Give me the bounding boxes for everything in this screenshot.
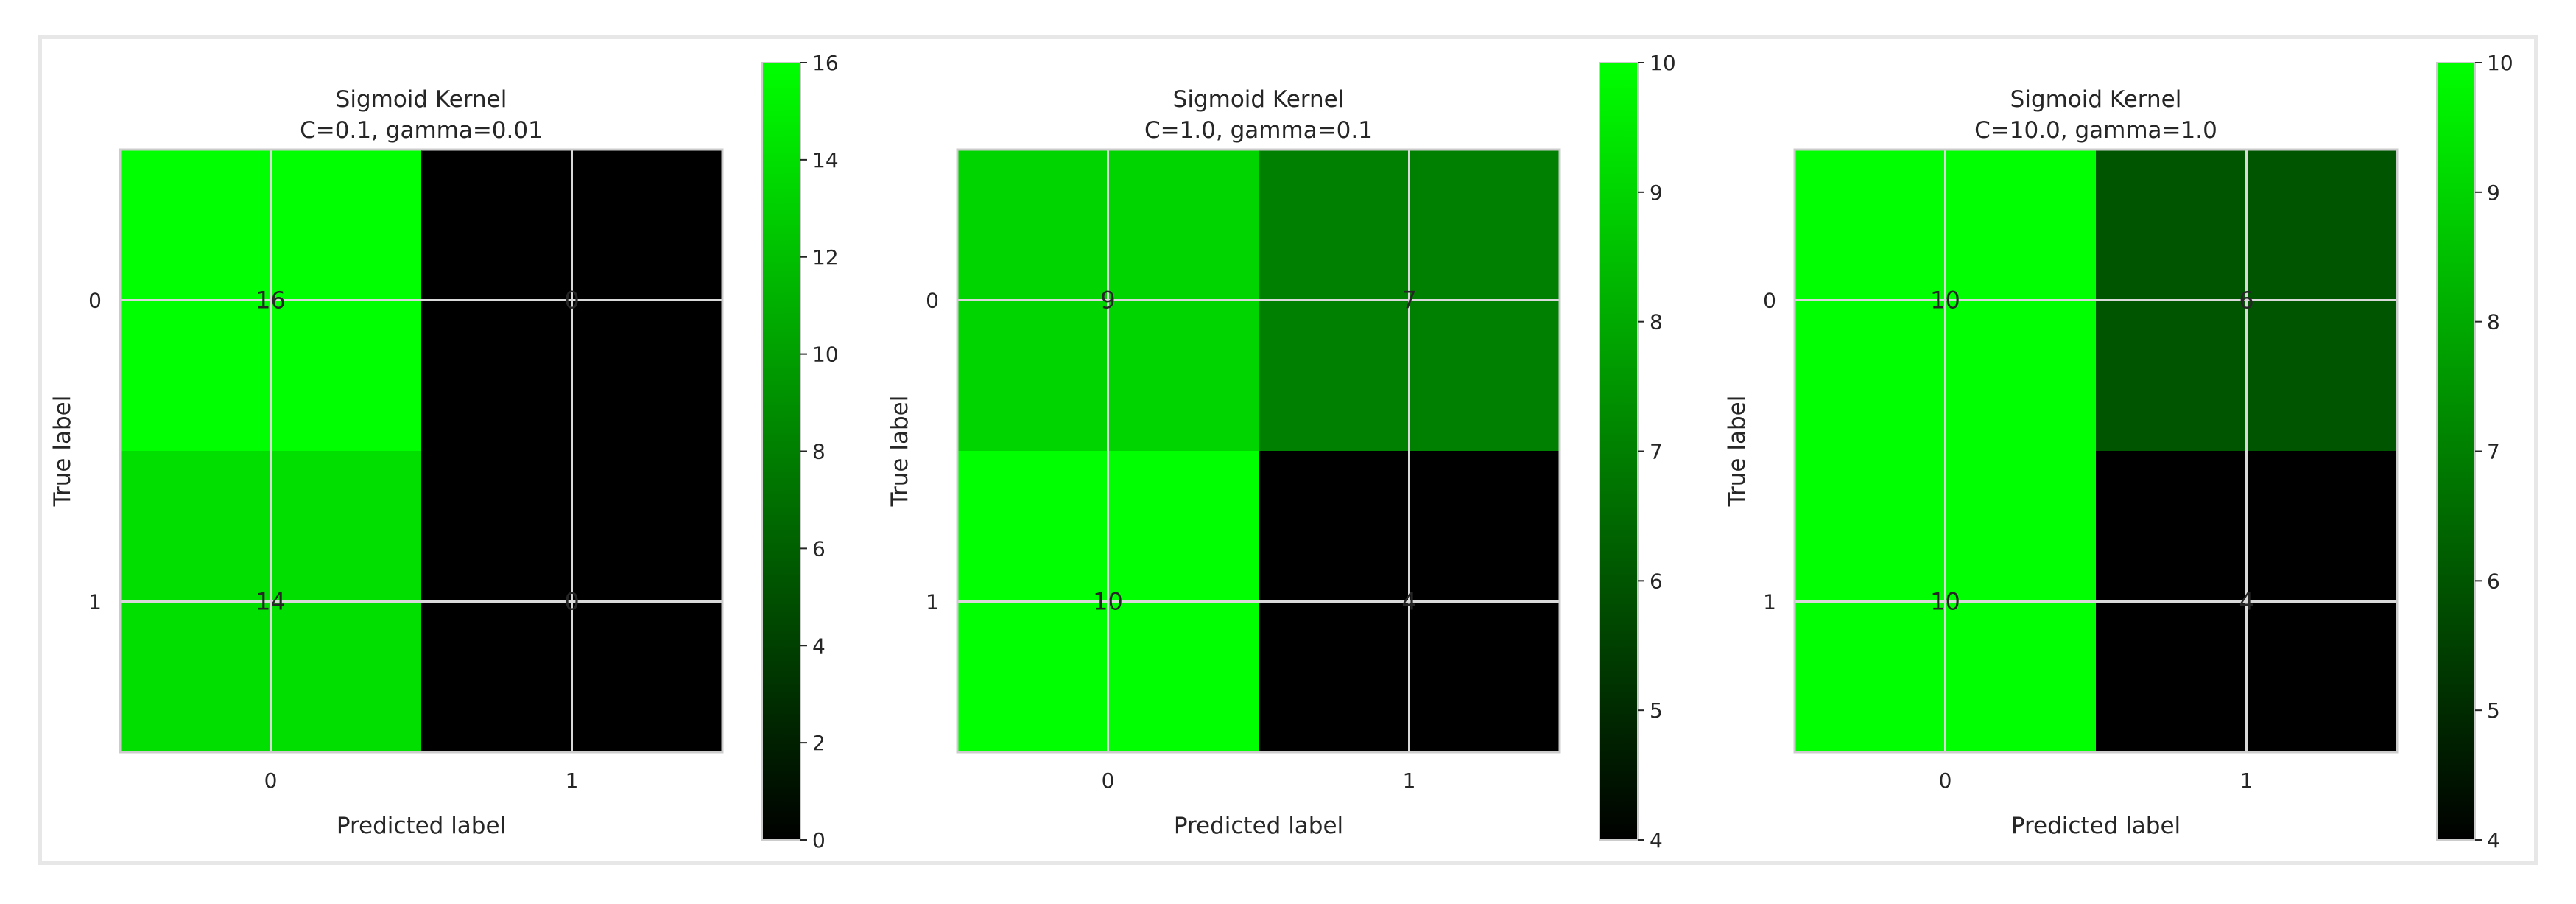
colorbar [2436, 62, 2476, 841]
x-axis-label: Predicted label [1174, 813, 1343, 839]
cell-value-label: 4 [2239, 588, 2253, 616]
y-tick-label: 1 [926, 590, 939, 614]
colorbar-tick-label: 7 [2487, 440, 2500, 464]
colorbar-tick-label: 8 [812, 440, 826, 464]
cell-value-label: 9 [1100, 287, 1115, 315]
colorbar [1599, 62, 1639, 841]
x-tick-label: 1 [2240, 768, 2253, 793]
y-tick-label: 1 [1763, 590, 1776, 614]
colorbar-tick-label: 8 [2487, 310, 2500, 334]
x-tick-label: 0 [1102, 768, 1115, 793]
y-tick-label: 1 [88, 590, 102, 614]
y-tick-label: 0 [1763, 289, 1776, 313]
chart-title-line-2: C=10.0, gamma=1.0 [1974, 117, 2217, 144]
chart-title-line-1: Sigmoid Kernel [336, 86, 507, 113]
colorbar-tick-label: 6 [2487, 569, 2500, 593]
y-axis-label: True label [49, 396, 76, 508]
chart-title-line-2: C=1.0, gamma=0.1 [1144, 117, 1373, 144]
colorbar-tick-label: 8 [1650, 310, 1663, 334]
colorbar-tick-label: 16 [812, 51, 839, 75]
colorbar-tick-label: 4 [812, 634, 826, 658]
colorbar-tick-label: 4 [1650, 828, 1663, 852]
cell-value-label: 4 [1401, 588, 1416, 616]
colorbar-tick-label: 12 [812, 245, 839, 270]
y-axis-label: True label [1724, 396, 1750, 508]
cell-value-label: 14 [256, 588, 286, 616]
x-tick-label: 1 [566, 768, 579, 793]
heatmap-border [956, 148, 1561, 754]
cell-value-label: 10 [1930, 287, 1960, 315]
y-tick-label: 0 [926, 289, 939, 313]
colorbar-tick-label: 10 [2487, 51, 2513, 75]
colorbar-tick-label: 4 [2487, 828, 2500, 852]
colorbar-tick-label: 10 [1650, 51, 1676, 75]
colorbar-tick-label: 2 [812, 731, 826, 755]
colorbar-tick-label: 7 [1650, 440, 1663, 464]
heatmap-border [119, 148, 724, 754]
cell-value-label: 16 [256, 287, 286, 315]
colorbar-tick-label: 0 [812, 828, 826, 852]
chart-title-line-1: Sigmoid Kernel [2010, 86, 2182, 113]
y-axis-label: True label [887, 396, 913, 508]
colorbar-tick-label: 9 [1650, 181, 1663, 205]
colorbar-tick-label: 14 [812, 148, 839, 172]
colorbar-tick-label: 5 [1650, 698, 1663, 723]
chart-title-line-2: C=0.1, gamma=0.01 [300, 117, 543, 144]
colorbar-tick-label: 10 [812, 343, 839, 367]
colorbar [761, 62, 801, 841]
y-tick-label: 0 [88, 289, 102, 313]
colorbar-tick-label: 6 [812, 536, 826, 561]
x-tick-label: 0 [264, 768, 278, 793]
colorbar-tick-label: 6 [1650, 569, 1663, 593]
cell-value-label: 0 [564, 287, 579, 315]
chart-title-line-1: Sigmoid Kernel [1173, 86, 1345, 113]
cell-value-label: 10 [1093, 588, 1123, 616]
cell-value-label: 0 [564, 588, 579, 616]
x-axis-label: Predicted label [2011, 813, 2181, 839]
colorbar-tick-label: 5 [2487, 698, 2500, 723]
x-tick-label: 1 [1403, 768, 1416, 793]
x-tick-label: 0 [1939, 768, 1952, 793]
cell-value-label: 7 [1401, 287, 1416, 315]
colorbar-tick-label: 9 [2487, 181, 2500, 205]
cell-value-label: 6 [2239, 287, 2253, 315]
x-axis-label: Predicted label [337, 813, 506, 839]
heatmap-border [1793, 148, 2399, 754]
cell-value-label: 10 [1930, 588, 1960, 616]
